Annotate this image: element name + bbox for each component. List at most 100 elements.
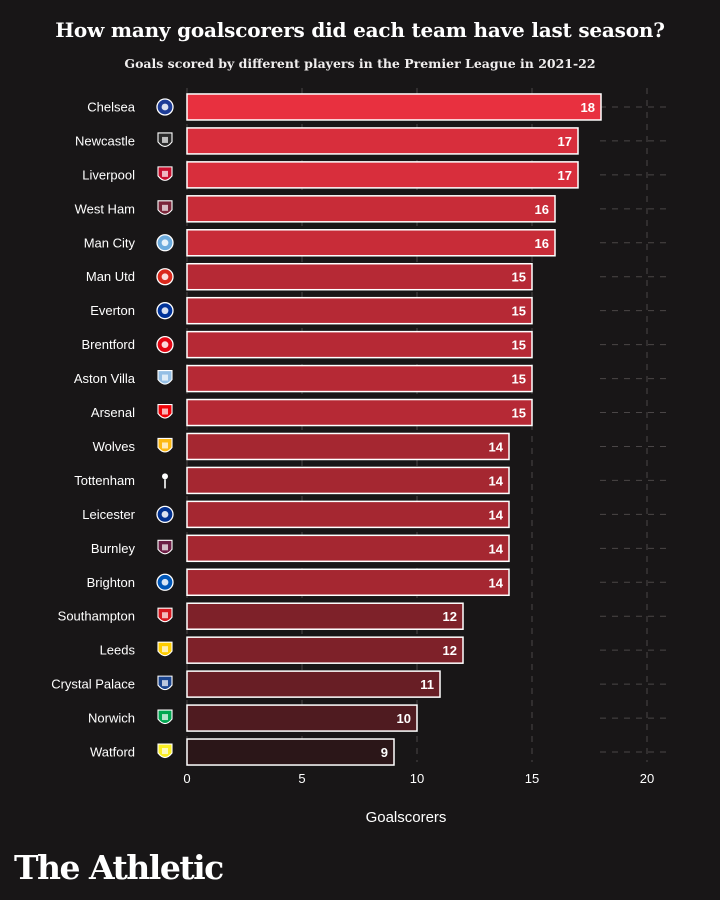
badge-detail [161, 341, 169, 349]
bar-value-label: 14 [489, 473, 504, 488]
crystal-palace-badge-icon [157, 675, 173, 691]
x-axis-label: Goalscorers [366, 809, 447, 826]
bar [186, 93, 602, 121]
badge-detail [162, 408, 168, 415]
team-label: Southampton [58, 609, 135, 624]
man-city-badge-icon [156, 234, 174, 252]
tottenham-badge-icon [162, 473, 168, 489]
team-label: Leicester [82, 507, 135, 522]
badge-detail [162, 442, 168, 449]
bar [186, 704, 418, 732]
bar-value-label: 10 [397, 711, 411, 726]
team-label: Brighton [87, 575, 135, 590]
badge-detail [161, 103, 169, 111]
bar [186, 636, 464, 664]
bar [186, 330, 533, 359]
bar [186, 738, 395, 766]
liverpool-badge-icon [157, 166, 173, 181]
bar-value-label: 14 [489, 541, 504, 556]
bar-value-label: 15 [512, 372, 526, 387]
team-label: Aston Villa [74, 371, 136, 386]
west-ham-badge-icon [157, 200, 173, 215]
team-label: Man Utd [86, 269, 135, 284]
badge-detail [162, 374, 168, 381]
x-tick-label: 10 [410, 771, 424, 786]
team-label: West Ham [75, 201, 135, 216]
team-label: Burnley [91, 541, 136, 556]
team-label: Man City [84, 235, 136, 250]
bar [186, 195, 556, 223]
bar [186, 229, 556, 257]
bar [186, 398, 533, 427]
team-label: Liverpool [82, 167, 135, 182]
chart-subtitle: Goals scored by different players in the… [124, 56, 596, 71]
southampton-badge-icon [157, 607, 173, 623]
newcastle-badge-icon [157, 132, 173, 147]
badge-detail [162, 680, 168, 687]
team-label: Leeds [100, 643, 136, 658]
badge-detail [162, 544, 168, 551]
bar [186, 364, 533, 393]
badge-shape [162, 473, 168, 480]
team-label: Chelsea [87, 99, 135, 114]
x-tick-label: 15 [525, 771, 539, 786]
bar [186, 500, 510, 529]
bar-value-label: 17 [558, 168, 572, 183]
watford-badge-icon [157, 743, 173, 759]
bar [186, 262, 533, 291]
bar [186, 161, 579, 189]
everton-badge-icon [156, 302, 174, 320]
bar-value-label: 12 [443, 643, 457, 658]
arsenal-badge-icon [157, 403, 173, 419]
badge-detail [162, 646, 168, 653]
bar [186, 602, 464, 630]
norwich-badge-icon [157, 709, 173, 725]
bar-value-label: 14 [489, 575, 504, 590]
leeds-badge-icon [157, 641, 173, 657]
team-label: Newcastle [75, 133, 135, 148]
chelsea-badge-icon [156, 98, 174, 116]
bar [186, 568, 510, 597]
badge-detail [161, 307, 169, 315]
bar-value-label: 16 [535, 236, 549, 251]
chart-title: How many goalscorers did each team have … [55, 18, 665, 42]
bar [186, 466, 510, 495]
team-label: Everton [90, 303, 135, 318]
bar-value-label: 17 [558, 134, 572, 149]
badge-detail [162, 748, 168, 755]
bar [186, 127, 579, 155]
bar-value-label: 14 [489, 507, 504, 522]
badge-detail [162, 612, 168, 619]
team-label: Tottenham [74, 473, 135, 488]
the-athletic-logo: The Athletic [14, 848, 224, 887]
bar-value-label: 11 [420, 677, 434, 692]
team-label: Norwich [88, 711, 135, 726]
x-tick-label: 20 [640, 771, 654, 786]
leicester-badge-icon [156, 505, 174, 524]
badge-detail [161, 239, 169, 247]
team-label: Arsenal [91, 405, 135, 420]
team-label: Crystal Palace [51, 677, 135, 692]
badge-detail [161, 510, 169, 518]
x-tick-label: 5 [298, 771, 305, 786]
team-label: Brentford [82, 337, 135, 352]
bar-value-label: 14 [489, 439, 504, 454]
bar-value-label: 18 [581, 100, 595, 115]
burnley-badge-icon [157, 539, 173, 555]
bar-value-label: 15 [512, 338, 526, 353]
bar-value-label: 15 [512, 406, 526, 421]
x-tick-label: 0 [183, 771, 190, 786]
brighton-badge-icon [156, 573, 174, 591]
bar [186, 432, 510, 461]
team-label: Watford [90, 745, 135, 760]
badge-detail [162, 204, 168, 211]
bar [186, 534, 510, 563]
wolves-badge-icon [157, 437, 173, 453]
brentford-badge-icon [156, 335, 174, 354]
bar-value-label: 15 [512, 304, 526, 319]
badge-detail [161, 578, 169, 586]
bar-value-label: 15 [512, 270, 526, 285]
badge-detail [162, 136, 168, 143]
aston-villa-badge-icon [157, 370, 173, 385]
